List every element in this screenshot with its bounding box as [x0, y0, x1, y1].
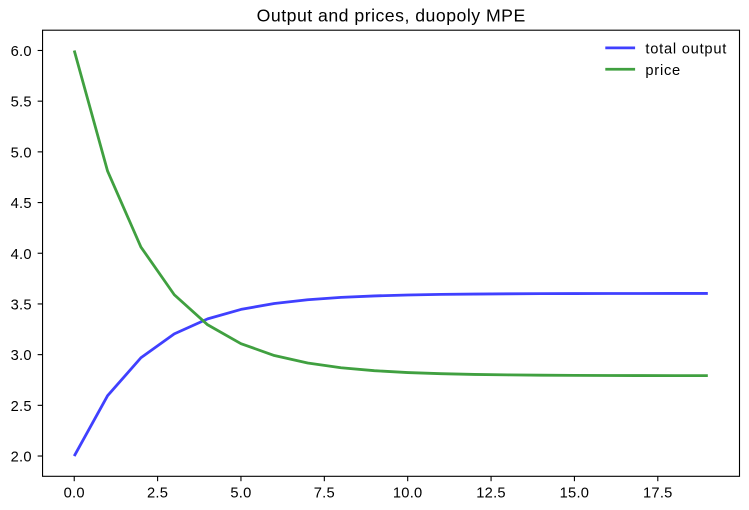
svg-text:price: price	[645, 63, 681, 79]
svg-text:2.0: 2.0	[11, 450, 32, 466]
svg-text:12.5: 12.5	[476, 486, 506, 502]
svg-text:2.5: 2.5	[11, 399, 32, 415]
svg-text:10.0: 10.0	[393, 486, 423, 502]
svg-text:5.5: 5.5	[11, 95, 32, 111]
svg-text:15.0: 15.0	[560, 486, 590, 502]
svg-text:0.0: 0.0	[64, 486, 85, 502]
svg-text:3.5: 3.5	[11, 297, 32, 313]
svg-text:4.5: 4.5	[11, 196, 32, 212]
svg-text:5.0: 5.0	[11, 145, 32, 161]
svg-text:5.0: 5.0	[230, 486, 251, 502]
svg-text:3.0: 3.0	[11, 348, 32, 364]
svg-text:4.0: 4.0	[11, 247, 32, 263]
svg-text:Output and prices, duopoly MPE: Output and prices, duopoly MPE	[257, 6, 526, 26]
svg-text:17.5: 17.5	[643, 486, 673, 502]
svg-text:2.5: 2.5	[147, 486, 168, 502]
svg-text:6.0: 6.0	[11, 44, 32, 60]
svg-text:7.5: 7.5	[314, 486, 335, 502]
svg-text:total output: total output	[645, 41, 727, 57]
